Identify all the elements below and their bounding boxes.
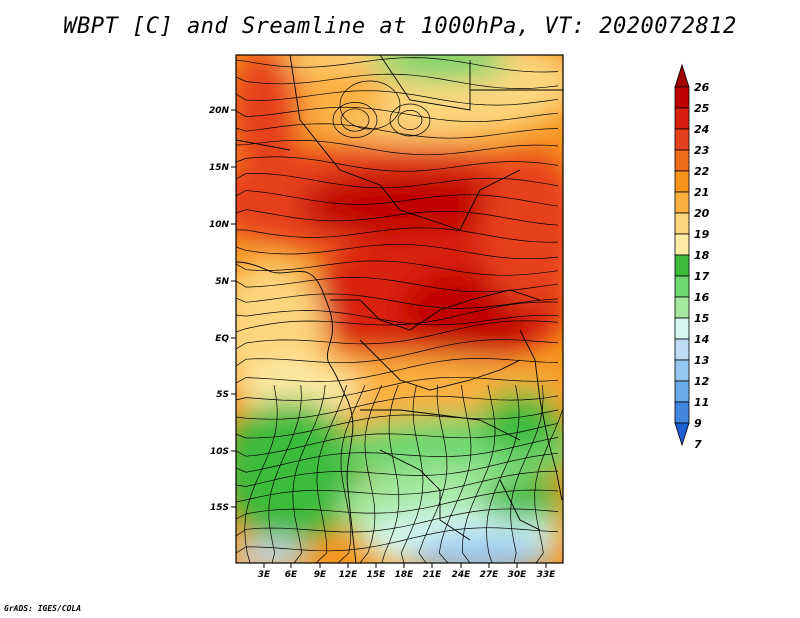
colorbar-label: 19 [694,228,710,241]
colorbar-segment [674,149,690,172]
colorbar-segment [674,254,690,277]
country-borders [236,55,563,563]
colorbar-segment [674,233,690,256]
colorbar-segment [674,191,690,214]
streamlines [236,57,563,563]
lon-label: 6E [285,570,298,580]
colorbar-segment [674,86,690,109]
colorbar-segment [674,380,690,403]
colorbar-label: 20 [694,207,710,220]
lat-label: 5N [215,277,229,287]
map-title: WBPT [C] and Sreamline at 1000hPa, VT: 2… [63,14,737,39]
lon-label: 12E [339,570,359,580]
colorbar-label: 14 [694,333,709,346]
lat-label: 10N [209,220,230,230]
lon-label: 33E [537,570,557,580]
colorbar-label: 21 [694,186,709,199]
lon-label: 21E [423,570,443,580]
wbpt-shading [236,55,563,563]
colorbar-label: 12 [694,375,710,388]
colorbar-label: 25 [694,102,710,115]
longitude-labels: 3E 6E 9E 12E 15E 18E 21E 24E 27E 30E 33E [258,563,556,580]
colorbar-segment [674,63,690,88]
colorbar-label: 17 [694,270,710,283]
lon-label: 15E [367,570,387,580]
lon-label: 24E [452,570,472,580]
plot-frame [235,54,564,564]
colorbar-segment [674,296,690,319]
lon-label: 9E [314,570,327,580]
lat-label: 5S [216,390,229,400]
colorbar-segment [674,170,690,193]
colorbar-label: 22 [694,165,710,178]
colorbar-label: 23 [694,144,710,157]
latitude-labels: 20N 15N 10N 5N EQ 5S 10S 15S [209,106,236,513]
colorbar-label: 9 [694,417,702,430]
colorbar-segment [674,275,690,298]
lat-label: EQ [215,334,229,344]
colorbar-label: 15 [694,312,710,325]
footer-credit: GrADS: IGES/COLA [4,604,82,613]
lon-label: 18E [395,570,415,580]
colorbar-label: 18 [694,249,710,262]
colorbar-label: 11 [694,396,709,409]
colorbar: 26 25 24 23 22 21 20 19 18 17 16 15 14 13 12 11 9 7 [674,63,710,451]
colorbar-label: 7 [694,438,702,451]
colorbar-segment [674,128,690,151]
colorbar-segment [674,317,690,340]
colorbar-label: 26 [694,81,710,94]
lat-label: 10S [210,447,229,457]
lon-label: 27E [480,570,500,580]
colorbar-label: 13 [694,354,710,367]
lat-label: 20N [209,106,230,116]
colorbar-label: 24 [694,123,709,136]
lon-label: 3E [258,570,271,580]
lat-label: 15S [210,503,229,513]
colorbar-segment [674,422,690,447]
lat-label: 15N [209,163,230,173]
colorbar-segment [674,359,690,382]
colorbar-segment [674,212,690,235]
colorbar-label: 16 [694,291,710,304]
colorbar-segment [674,107,690,130]
colorbar-segment [674,401,690,424]
colorbar-segment [674,338,690,361]
lon-label: 30E [508,570,528,580]
